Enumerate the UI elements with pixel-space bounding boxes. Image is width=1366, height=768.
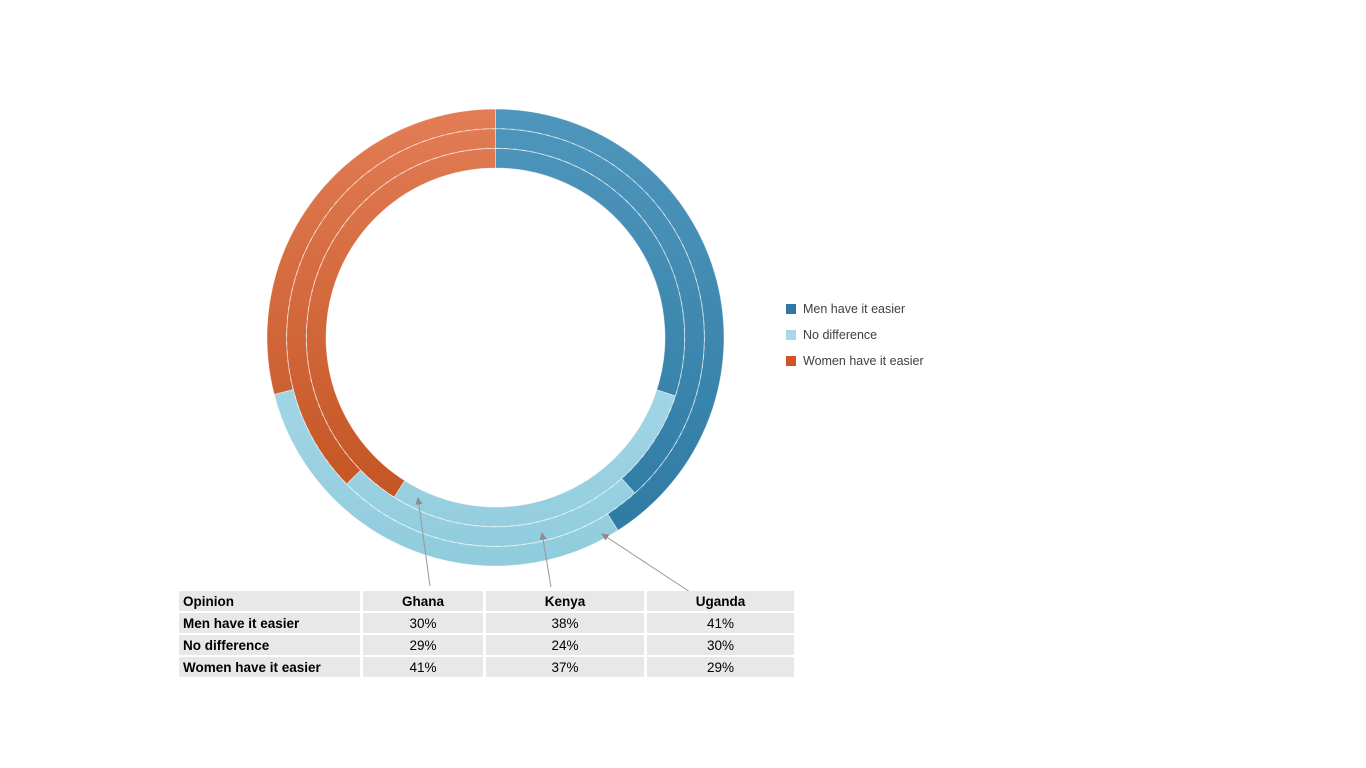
ring-boundary-line	[286, 128, 705, 547]
cell-value: 29%	[647, 657, 794, 677]
legend-item-women: Women have it easier	[786, 354, 924, 368]
cell-value: 24%	[486, 635, 644, 655]
ring-separator-lines	[286, 128, 705, 547]
row-label: Men have it easier	[179, 613, 360, 633]
chart-data-table: Opinion Ghana Kenya Uganda Men have it e…	[176, 589, 797, 679]
row-label: Women have it easier	[179, 657, 360, 677]
ring-boundary-line	[305, 147, 686, 528]
legend-swatch-men-icon	[786, 304, 796, 314]
legend-label-no-difference: No difference	[803, 328, 878, 342]
table-row: Men have it easier 30% 38% 41%	[179, 613, 794, 633]
legend-swatch-no-difference-icon	[786, 330, 796, 340]
header-ghana: Ghana	[363, 591, 483, 611]
cell-value: 38%	[486, 613, 644, 633]
legend-item-no-difference: No difference	[786, 328, 924, 342]
cell-value: 37%	[486, 657, 644, 677]
header-uganda: Uganda	[647, 591, 794, 611]
cell-value: 41%	[363, 657, 483, 677]
row-label: No difference	[179, 635, 360, 655]
callout-arrows	[415, 497, 691, 593]
table-row: Women have it easier 41% 37% 29%	[179, 657, 794, 677]
header-kenya: Kenya	[486, 591, 644, 611]
doughnut-rings	[266, 108, 725, 567]
chart-legend: Men have it easier No difference Women h…	[786, 302, 924, 381]
table-row: No difference 29% 24% 30%	[179, 635, 794, 655]
arrow-uganda	[601, 533, 691, 593]
cell-value: 30%	[647, 635, 794, 655]
arrow-ghana	[415, 497, 431, 587]
legend-label-men: Men have it easier	[803, 302, 906, 316]
cell-value: 30%	[363, 613, 483, 633]
header-opinion: Opinion	[179, 591, 360, 611]
cell-value: 29%	[363, 635, 483, 655]
legend-swatch-women-icon	[786, 356, 796, 366]
legend-label-women: Women have it easier	[803, 354, 924, 368]
table-header-row: Opinion Ghana Kenya Uganda	[179, 591, 794, 611]
cell-value: 41%	[647, 613, 794, 633]
arrow-kenya	[539, 532, 552, 588]
segment-uganda-2	[266, 108, 496, 395]
legend-item-men: Men have it easier	[786, 302, 924, 316]
